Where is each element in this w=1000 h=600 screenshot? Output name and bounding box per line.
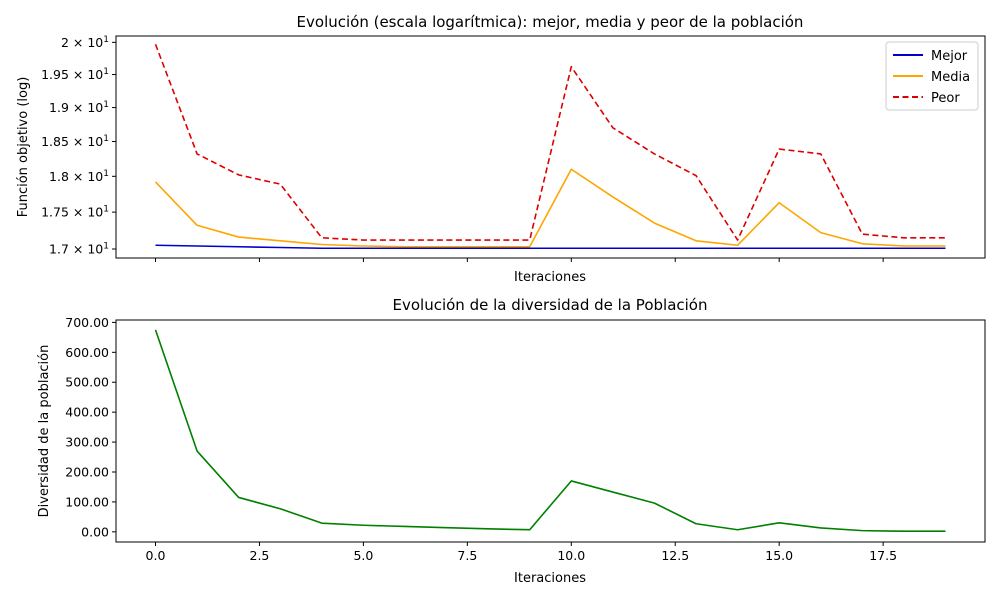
x-tick-label: 7.5: [457, 548, 477, 563]
series-line-diversidad: [154, 329, 946, 533]
y-tick-label: 0.00: [81, 524, 109, 539]
diversity-x-axis-label: Iteraciones: [514, 571, 586, 586]
y-tick-label: 1.7 × 101: [49, 241, 109, 256]
y-tick-label: 1.95 × 101: [41, 67, 109, 82]
x-tick-label: 15.0: [765, 548, 793, 563]
x-tick-label: 0.0: [146, 548, 166, 563]
x-tick-label: 12.5: [661, 548, 689, 563]
y-tick-label: 700.00: [65, 315, 109, 330]
diversity-chart-title: Evolución de la diversidad de la Poblaci…: [393, 296, 708, 314]
objective-chart: Evolución (escala logarítmica): mejor, m…: [16, 13, 986, 285]
objective-series-lines: [154, 43, 946, 250]
objective-y-axis: 1.7 × 101 1.75 × 101 1.8 × 101 1.85 × 101 1.…: [41, 35, 116, 256]
y-tick-label: 400.00: [65, 405, 109, 420]
objective-x-axis-label: Iteraciones: [514, 270, 586, 285]
series-line-mejor: [155, 244, 946, 250]
diversity-y-axis-label: Diversidad de la población: [37, 345, 52, 518]
legend-label-peor: Peor: [931, 91, 960, 106]
legend-label-mejor: Mejor: [931, 49, 968, 64]
x-tick-label: 10.0: [557, 548, 585, 563]
y-tick-label: 1.75 × 101: [41, 205, 109, 220]
y-tick-label: 1.85 × 101: [41, 134, 109, 149]
diversity-plot-area: [115, 319, 986, 543]
y-tick-label: 600.00: [65, 345, 109, 360]
diversity-series-lines: [154, 329, 946, 533]
objective-y-axis-label: Función objetivo (log): [16, 77, 31, 218]
legend-box: [885, 41, 979, 111]
x-tick-label: 2.5: [250, 548, 270, 563]
x-tick-label: 5.0: [353, 548, 373, 563]
x-tick-label: 17.5: [869, 548, 897, 563]
objective-x-axis: [155, 258, 884, 262]
objective-plot-area: [115, 35, 986, 259]
y-tick-label: 100.00: [65, 494, 109, 509]
y-tick-label: 300.00: [65, 435, 109, 450]
diversity-chart: Evolución de la diversidad de la Poblaci…: [37, 296, 986, 586]
legend: Mejor Media Peor: [885, 41, 979, 111]
series-line-peor: [154, 43, 946, 241]
objective-chart-title: Evolución (escala logarítmica): mejor, m…: [297, 13, 804, 31]
diversity-x-axis: 0.0 2.5 5.0 7.5 10.0 12.5 15.0 17.5: [146, 542, 897, 563]
y-tick-label: 2 × 101: [61, 35, 109, 50]
y-tick-label: 1.8 × 101: [49, 169, 109, 184]
y-tick-label: 500.00: [65, 375, 109, 390]
y-tick-label: 200.00: [65, 464, 109, 479]
diversity-y-axis: 0.00 100.00 200.00 300.00 400.00 500.00 600.00…: [65, 315, 116, 539]
legend-label-media: Media: [931, 70, 970, 85]
series-line-media: [154, 168, 946, 248]
y-tick-label: 1.9 × 101: [49, 100, 109, 115]
